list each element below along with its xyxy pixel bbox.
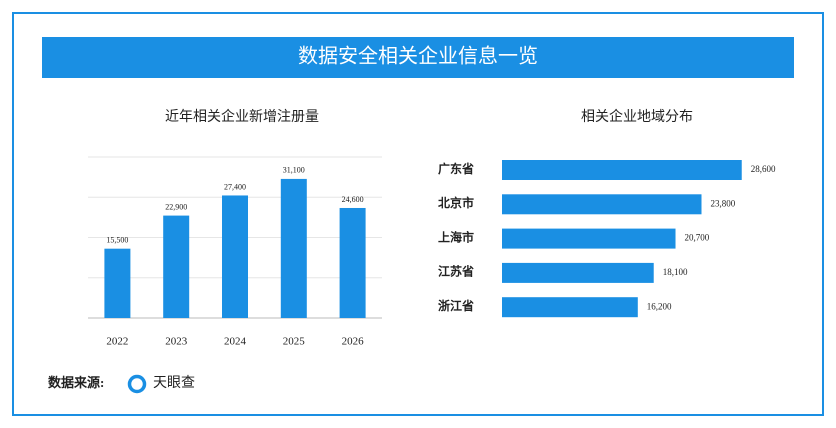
- bar: [502, 194, 702, 215]
- y-tick-label: 广东省: [438, 161, 474, 176]
- value-label: 27,400: [224, 182, 246, 191]
- bar: [339, 207, 366, 318]
- value-label: 22,900: [165, 202, 187, 211]
- value-label: 24,600: [342, 195, 364, 204]
- bar: [104, 248, 131, 318]
- chart-title: 相关企业地域分布: [581, 108, 693, 125]
- frame: [12, 12, 824, 416]
- source-name: 天眼查: [153, 375, 195, 391]
- value-label: 18,100: [663, 267, 688, 277]
- x-tick-label: 2022: [106, 336, 128, 348]
- y-tick-label: 上海市: [438, 229, 474, 244]
- x-tick-label: 2023: [165, 336, 188, 348]
- value-label: 15,500: [106, 236, 128, 245]
- value-label: 23,800: [711, 198, 736, 208]
- bar: [502, 262, 654, 283]
- x-tick-label: 2024: [224, 336, 247, 348]
- y-tick-label: 北京市: [438, 195, 474, 210]
- source-label: 数据来源:: [48, 375, 104, 390]
- y-tick-label: 江苏省: [438, 264, 474, 279]
- value-label: 31,100: [283, 166, 305, 175]
- chart-title: 近年相关企业新增注册量: [165, 108, 319, 125]
- value-label: 16,200: [647, 301, 672, 311]
- x-tick-label: 2026: [342, 336, 365, 348]
- bar: [502, 160, 742, 180]
- bar: [163, 215, 190, 318]
- value-label: 28,600: [751, 164, 776, 174]
- bar: [502, 297, 638, 318]
- x-tick-label: 2025: [283, 336, 306, 348]
- page-title: 数据安全相关企业信息一览: [298, 45, 538, 68]
- y-tick-label: 浙江省: [438, 298, 474, 313]
- bar: [222, 195, 248, 318]
- header-bar: [42, 37, 794, 78]
- value-label: 20,700: [685, 233, 710, 243]
- bar: [502, 228, 676, 249]
- source-icon: [127, 374, 147, 394]
- bar: [280, 178, 307, 318]
